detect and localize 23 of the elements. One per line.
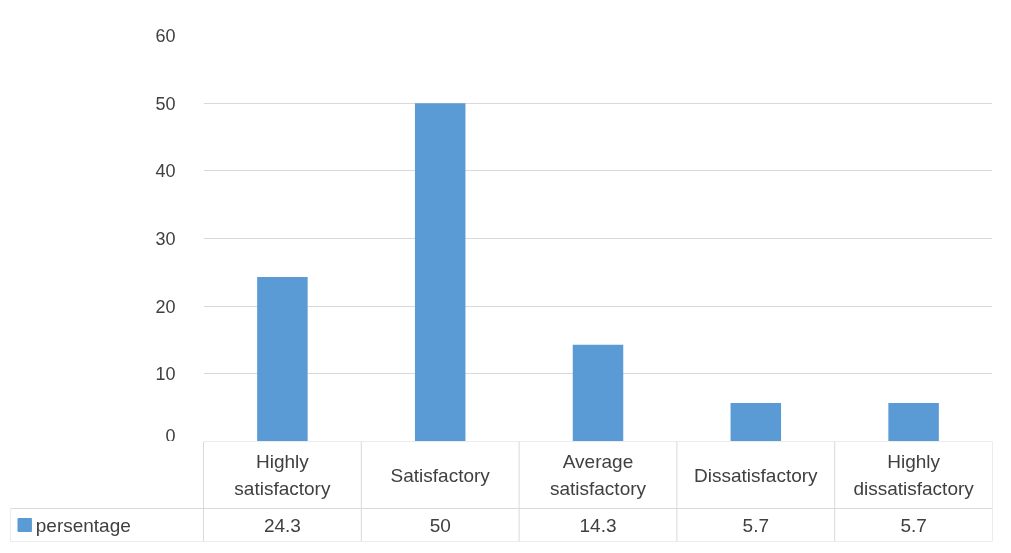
bar bbox=[257, 277, 308, 441]
legend-label: persentage bbox=[35, 514, 131, 536]
bar bbox=[414, 103, 466, 441]
y-tick-label: 60 bbox=[155, 26, 176, 46]
x-tick-label: Average satisfactory bbox=[549, 450, 647, 500]
data-label: 5.7 bbox=[900, 514, 927, 536]
bar bbox=[888, 402, 939, 441]
y-tick-label: 20 bbox=[155, 296, 176, 317]
x-tick-label: Highly dissatisfactory bbox=[853, 450, 975, 500]
data-label: 5.7 bbox=[742, 514, 770, 536]
data-label: 50 bbox=[429, 514, 451, 536]
y-tick-label: 10 bbox=[155, 364, 176, 385]
x-tick-label: Dissatisfactory bbox=[694, 464, 819, 486]
bar bbox=[730, 402, 782, 441]
y-tick-label: 50 bbox=[155, 93, 176, 114]
x-tick-label: Satisfactory bbox=[390, 464, 491, 486]
data-label: 14.3 bbox=[579, 514, 617, 536]
y-tick-label: 40 bbox=[155, 161, 176, 182]
data-label: 24.3 bbox=[263, 514, 301, 536]
x-tick-label: Highly satisfactory bbox=[234, 450, 331, 500]
y-tick-label: 30 bbox=[155, 229, 176, 249]
y-tick-label: 0 bbox=[165, 425, 176, 446]
bar bbox=[572, 344, 624, 441]
